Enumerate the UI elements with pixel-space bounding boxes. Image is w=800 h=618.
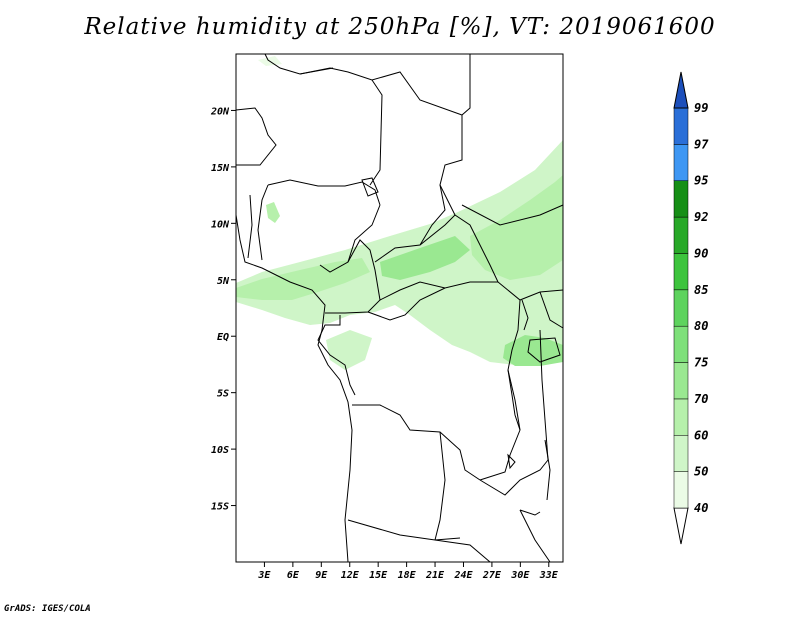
y-tick-label: 10S <box>211 445 229 456</box>
humidity-patch-lakes <box>503 335 563 366</box>
border-mali-niger <box>235 107 277 166</box>
colorbar-segment <box>673 362 689 400</box>
coastline-west <box>235 214 353 563</box>
colorbar-label: 70 <box>694 392 708 406</box>
border-cameroon <box>325 239 381 314</box>
y-tick-label: 15S <box>211 502 229 513</box>
lake-tanganyika <box>507 369 521 431</box>
y-tick-label: EQ <box>217 332 229 343</box>
colorbar-label: 90 <box>694 246 708 260</box>
border-tanzania <box>539 329 549 461</box>
x-tick-label: 33E <box>539 570 559 581</box>
humidity-band-inner-east <box>470 175 563 280</box>
humidity-patch-congo <box>326 330 372 370</box>
border-car-north <box>374 214 499 283</box>
colorbar-label: 95 <box>694 174 708 188</box>
humidity-band-main <box>236 140 563 365</box>
x-tick-label: 15E <box>369 570 388 581</box>
lake-albert <box>521 299 529 331</box>
border-drc-east <box>479 299 521 481</box>
colorbar-label: 99 <box>694 101 708 115</box>
humidity-band-inner-central <box>380 236 470 280</box>
colorbar-segment <box>673 325 689 363</box>
lake-chad <box>361 177 379 197</box>
y-axis: 20N 15N 10N 5N EQ 5S 10S 15S <box>210 106 236 513</box>
border-drc-north <box>367 287 446 321</box>
x-tick-label: 30E <box>510 570 530 581</box>
y-tick-label: 10N <box>211 219 230 230</box>
humidity-patch-north <box>266 202 280 223</box>
colorbar: 40 50 60 70 75 80 85 90 92 95 97 99 <box>673 71 709 545</box>
border-botswana <box>434 539 491 563</box>
x-tick-label: 12E <box>341 570 360 581</box>
colorbar-segment <box>673 253 689 291</box>
map-frame <box>235 53 564 563</box>
map-title: Relative humidity at 250hPa [%], VT: 201… <box>84 14 716 40</box>
colorbar-label: 50 <box>694 465 708 479</box>
lake-malawi <box>544 439 551 501</box>
colorbar-label: 75 <box>694 356 708 370</box>
y-tick-label: 5N <box>217 276 230 287</box>
lakes <box>361 177 561 516</box>
border-niger-chad <box>369 79 383 186</box>
y-tick-label: 15N <box>211 163 230 174</box>
x-tick-label: 9E <box>315 570 328 581</box>
lake-mweru <box>507 453 516 470</box>
colorbar-label: 92 <box>694 210 708 224</box>
border-togo <box>247 194 253 259</box>
x-tick-label: 6E <box>287 570 300 581</box>
country-borders <box>235 53 564 563</box>
colorbar-segment <box>673 435 689 472</box>
lake-kariba <box>519 509 541 516</box>
border-egypt-sudan <box>439 54 471 216</box>
x-tick-label: 21E <box>425 570 445 581</box>
border-south-sudan <box>461 204 564 226</box>
colorbar-label: 80 <box>694 319 708 333</box>
x-tick-label: 27E <box>482 570 502 581</box>
lake-victoria <box>527 337 561 363</box>
colorbar-segment <box>673 471 689 509</box>
x-tick-label: 24E <box>453 570 473 581</box>
border-mozambique <box>519 509 551 563</box>
colorbar-segment <box>673 144 689 181</box>
grads-credit: GrADS: IGES/COLA <box>4 604 91 614</box>
x-axis: 3E 6E 9E 12E 15E 18E 21E 24E 27E 30E 33E <box>257 562 559 581</box>
colorbar-label: 60 <box>694 428 708 442</box>
border-nigeria-east <box>319 204 381 273</box>
colorbar-label: 40 <box>694 501 708 515</box>
border-chad-sudan <box>419 184 446 246</box>
y-tick-label: 5S <box>217 389 229 400</box>
colorbar-segment <box>673 398 689 436</box>
colorbar-lower-extend <box>673 507 689 545</box>
border-nigeria-north <box>267 179 381 206</box>
border-benin <box>257 184 269 261</box>
border-angola-south <box>347 519 461 541</box>
border-drc-angola <box>352 404 481 481</box>
colorbar-segment <box>673 216 689 254</box>
colorbar-upper-extend <box>673 71 689 109</box>
border-congo-gabon <box>317 315 356 396</box>
x-tick-label: 3E <box>257 570 271 581</box>
colorbar-label: 97 <box>694 137 709 151</box>
border-ss-uganda <box>497 281 564 301</box>
border-kenya <box>539 291 564 329</box>
border-zambia-east <box>479 459 549 496</box>
colorbar-segment <box>673 289 689 327</box>
colorbar-label: 85 <box>694 283 708 297</box>
border-niger-north <box>299 67 463 116</box>
colorbar-segment <box>673 180 689 218</box>
colorbar-segment <box>673 107 689 145</box>
humidity-shading <box>236 56 563 370</box>
y-tick-label: 20N <box>210 106 230 117</box>
border-car-south <box>379 281 498 301</box>
x-tick-label: 18E <box>398 570 417 581</box>
border-angola-zambia <box>434 431 446 541</box>
